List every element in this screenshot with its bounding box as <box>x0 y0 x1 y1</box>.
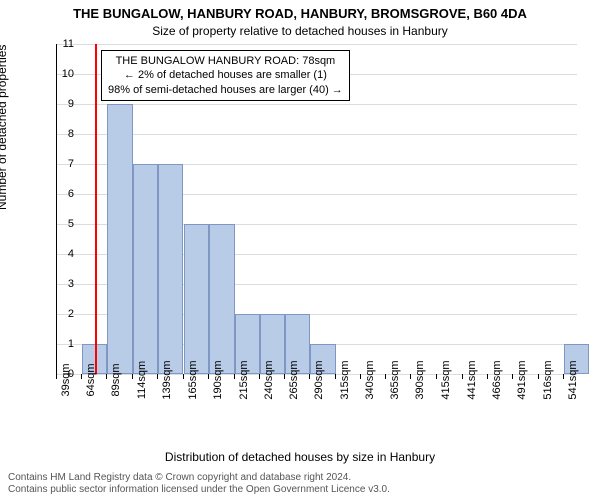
x-tick-mark <box>335 374 336 379</box>
chart-title-line1: THE BUNGALOW, HANBURY ROAD, HANBURY, BRO… <box>0 6 600 21</box>
x-tick-mark <box>410 374 411 379</box>
annotation-box: THE BUNGALOW HANBURY ROAD: 78sqm← 2% of … <box>101 50 350 101</box>
y-tick-label: 2 <box>54 308 74 320</box>
x-tick-mark <box>284 374 285 379</box>
x-tick-mark <box>563 374 564 379</box>
y-tick-label: 7 <box>54 158 74 170</box>
y-tick-label: 11 <box>54 38 74 50</box>
x-tick-label: 240sqm <box>263 360 275 399</box>
x-tick-label: 541sqm <box>567 360 579 399</box>
x-tick-mark <box>157 374 158 379</box>
x-tick-mark <box>538 374 539 379</box>
chart-title-line2: Size of property relative to detached ho… <box>0 24 600 38</box>
x-tick-label: 39sqm <box>60 363 72 396</box>
x-tick-mark <box>259 374 260 379</box>
x-tick-mark <box>309 374 310 379</box>
x-tick-mark <box>360 374 361 379</box>
x-tick-label: 415sqm <box>440 360 452 399</box>
x-tick-label: 466sqm <box>491 360 503 399</box>
annotation-line: 98% of semi-detached houses are larger (… <box>108 83 343 97</box>
x-tick-label: 114sqm <box>136 361 148 399</box>
marker-line <box>95 44 97 374</box>
gridline-h <box>57 134 577 135</box>
x-axis-label: Distribution of detached houses by size … <box>0 450 600 464</box>
x-tick-label: 390sqm <box>414 360 426 399</box>
histogram-bar <box>209 224 234 374</box>
y-tick-label: 9 <box>54 98 74 110</box>
y-tick-label: 3 <box>54 278 74 290</box>
x-tick-label: 491sqm <box>516 360 528 399</box>
plot-area: THE BUNGALOW HANBURY ROAD: 78sqm← 2% of … <box>56 44 577 375</box>
x-tick-mark <box>462 374 463 379</box>
x-tick-mark <box>385 374 386 379</box>
x-tick-mark <box>56 374 57 379</box>
y-tick-label: 1 <box>54 338 74 350</box>
gridline-h <box>57 104 577 105</box>
histogram-bar <box>158 164 183 374</box>
chart-container: THE BUNGALOW, HANBURY ROAD, HANBURY, BRO… <box>0 0 600 500</box>
x-tick-label: 340sqm <box>364 360 376 399</box>
x-tick-label: 89sqm <box>110 363 122 396</box>
histogram-bar <box>133 164 158 374</box>
x-tick-label: 290sqm <box>313 360 325 399</box>
x-tick-mark <box>208 374 209 379</box>
annotation-line: ← 2% of detached houses are smaller (1) <box>108 68 343 82</box>
histogram-bar <box>107 104 132 374</box>
footer-line1: Contains HM Land Registry data © Crown c… <box>8 472 390 484</box>
x-tick-mark <box>183 374 184 379</box>
footer-line2: Contains public sector information licen… <box>8 484 390 496</box>
y-axis-label: Number of detached properties <box>0 45 9 210</box>
x-tick-mark <box>512 374 513 379</box>
x-tick-label: 215sqm <box>238 360 250 399</box>
x-tick-label: 365sqm <box>389 360 401 399</box>
y-tick-label: 5 <box>54 218 74 230</box>
x-tick-label: 139sqm <box>161 360 173 399</box>
y-tick-label: 8 <box>54 128 74 140</box>
annotation-line: THE BUNGALOW HANBURY ROAD: 78sqm <box>108 54 343 68</box>
x-tick-mark <box>487 374 488 379</box>
x-tick-label: 165sqm <box>187 360 199 399</box>
x-tick-mark <box>106 374 107 379</box>
x-tick-mark <box>234 374 235 379</box>
x-tick-label: 265sqm <box>288 360 300 399</box>
footer-attribution: Contains HM Land Registry data © Crown c… <box>8 472 390 496</box>
x-tick-label: 64sqm <box>85 363 97 396</box>
x-tick-label: 190sqm <box>212 360 224 399</box>
x-tick-label: 441sqm <box>466 360 478 399</box>
x-tick-label: 315sqm <box>339 360 351 399</box>
y-tick-label: 10 <box>54 68 74 80</box>
y-tick-label: 4 <box>54 248 74 260</box>
histogram-bar <box>184 224 209 374</box>
x-tick-mark <box>436 374 437 379</box>
x-tick-mark <box>132 374 133 379</box>
x-tick-mark <box>81 374 82 379</box>
x-tick-label: 516sqm <box>542 360 554 399</box>
y-tick-label: 6 <box>54 188 74 200</box>
gridline-h <box>57 44 577 45</box>
